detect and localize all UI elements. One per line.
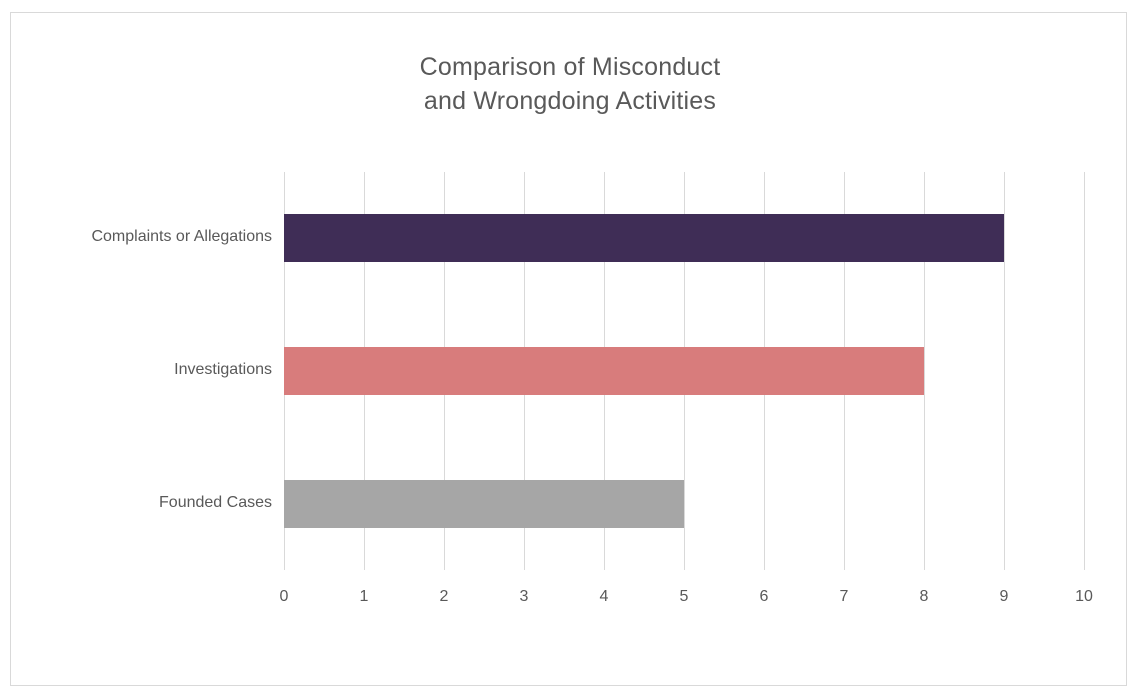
x-tick-label-8: 8 xyxy=(919,588,929,605)
bar-founded-cases xyxy=(284,479,684,528)
plot-area xyxy=(283,172,1085,570)
gridline-x-10 xyxy=(1083,172,1085,570)
x-tick-label-2: 2 xyxy=(439,588,449,605)
category-label-complaints-or-allegations: Complaints or Allegations xyxy=(91,228,272,246)
x-tick-label-10: 10 xyxy=(1075,588,1093,605)
x-tick-label-9: 9 xyxy=(999,588,1009,605)
category-label-founded-cases: Founded Cases xyxy=(159,493,272,511)
chart-title: Comparison of Misconduct and Wrongdoing … xyxy=(0,50,1140,118)
x-tick-label-1: 1 xyxy=(359,588,369,605)
chart-title-line-2: and Wrongdoing Activities xyxy=(423,87,717,115)
bar-complaints-or-allegations xyxy=(284,214,1004,263)
gridline-x-9 xyxy=(1003,172,1005,570)
x-tick-label-6: 6 xyxy=(759,588,769,605)
x-tick-label-5: 5 xyxy=(679,588,689,605)
x-tick-label-0: 0 xyxy=(279,588,289,605)
x-tick-label-7: 7 xyxy=(839,588,849,605)
bar-investigations xyxy=(284,347,924,395)
x-tick-label-3: 3 xyxy=(519,588,529,605)
x-tick-label-4: 4 xyxy=(599,588,609,605)
chart-title-line-1: Comparison of Misconduct xyxy=(419,53,721,81)
gridline-x-8 xyxy=(923,172,925,570)
category-label-investigations: Investigations xyxy=(174,361,272,378)
